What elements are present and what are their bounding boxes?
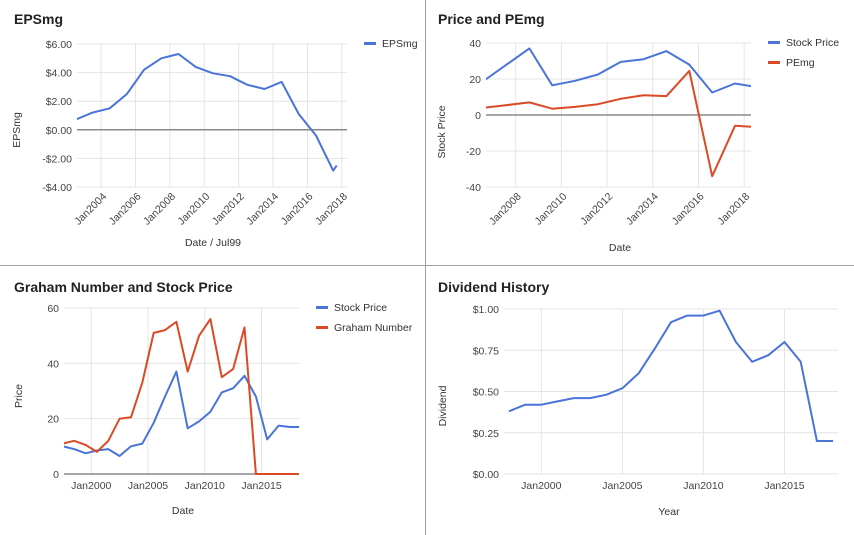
x-tick-label: Jan2010	[175, 191, 212, 228]
y-axis-label: EPSmg	[11, 112, 23, 148]
chart-title: Price and PEmg	[438, 11, 545, 27]
x-tick-label: Jan2018	[313, 191, 350, 228]
gridlines	[486, 42, 751, 188]
x-tick-label: Jan2000	[521, 480, 561, 492]
y-tick-label: -20	[466, 146, 481, 158]
dividend-chart: Dividend History Year Dividend Jan2000 Ja…	[437, 279, 838, 518]
series-line-epsmg	[77, 53, 338, 172]
x-axis-label: Year	[658, 506, 680, 518]
y-tick-label: $0.00	[473, 469, 499, 481]
y-tick-label: 40	[47, 358, 59, 370]
price-pemg-chart-panel: Price and PEmg Date Stock Price Jan2008 J…	[426, 0, 854, 266]
legend-swatch	[316, 326, 328, 329]
x-tick-label: Jan2006	[107, 191, 144, 228]
x-tick-label: Jan2015	[241, 480, 281, 492]
gridlines	[77, 43, 347, 188]
x-tick-label: Jan2000	[71, 480, 111, 492]
dividend-chart-panel: Dividend History Year Dividend Jan2000 Ja…	[426, 266, 854, 535]
y-tick-label: $0.25	[473, 428, 499, 440]
series-line-graham-number	[64, 318, 299, 475]
series-line-stock-price	[64, 370, 299, 457]
x-tick-label: Jan2015	[764, 480, 804, 492]
x-tick-label: Jan2005	[602, 480, 642, 492]
y-tick-label: -$4.00	[42, 182, 72, 194]
legend-label: Graham Number	[334, 322, 413, 334]
chart-title: EPSmg	[14, 11, 63, 27]
x-tick-label: Jan2016	[670, 191, 707, 228]
gridlines	[64, 307, 299, 475]
legend-swatch	[768, 61, 780, 64]
x-tick-label: Jan2010	[533, 191, 570, 228]
y-tick-label: -40	[466, 182, 481, 194]
x-tick-label: Jan2004	[72, 191, 109, 228]
y-tick-label: $6.00	[46, 39, 72, 51]
y-tick-label: 0	[53, 469, 59, 481]
graham-chart-panel: Graham Number and Stock Price Date Price…	[0, 266, 426, 535]
x-tick-label: Jan2012	[210, 191, 247, 228]
legend-swatch	[364, 42, 376, 45]
legend-swatch	[768, 41, 780, 44]
x-axis-label: Date / Jul99	[185, 237, 241, 249]
x-tick-label: Jan2018	[715, 191, 752, 228]
y-tick-label: 40	[469, 38, 481, 50]
y-tick-label: $4.00	[46, 68, 72, 80]
x-tick-label: Jan2014	[244, 191, 281, 228]
legend-label: Stock Price	[786, 37, 839, 49]
x-axis-label: Date	[609, 242, 631, 254]
x-tick-label: Jan2005	[128, 480, 168, 492]
legend-swatch	[316, 306, 328, 309]
legend-label: EPSmg	[382, 38, 418, 50]
x-tick-label: Jan2010	[185, 480, 225, 492]
y-tick-label: 60	[47, 303, 59, 315]
x-tick-label: Jan2008	[487, 191, 524, 228]
y-tick-label: 0	[475, 110, 481, 122]
x-tick-label: Jan2016	[279, 191, 316, 228]
y-tick-label: 20	[469, 74, 481, 86]
y-tick-label: $2.00	[46, 96, 72, 108]
eps-chart: EPSmg Date / Jul99 EPSmg Jan2004Jan2006J…	[11, 11, 418, 249]
y-tick-label: -$2.00	[42, 153, 72, 165]
price-pemg-chart: Price and PEmg Date Stock Price Jan2008 J…	[436, 11, 839, 254]
gridlines	[504, 308, 838, 475]
x-tick-label: Jan2008	[141, 191, 178, 228]
y-tick-label: $1.00	[473, 304, 499, 316]
x-tick-label: Jan2012	[578, 191, 615, 228]
series-line-pemg	[486, 69, 751, 178]
y-axis-label: Dividend	[437, 385, 449, 426]
series-line-dividend	[508, 309, 834, 442]
y-tick-label: 20	[47, 414, 59, 426]
y-axis-label: Stock Price	[436, 105, 448, 158]
eps-chart-panel: EPSmg Date / Jul99 EPSmg Jan2004 Jan2006 J…	[0, 0, 426, 266]
chart-title: Graham Number and Stock Price	[14, 279, 233, 295]
x-axis-label: Date	[172, 505, 194, 517]
legend-label: PEmg	[786, 57, 815, 69]
y-tick-label: $0.75	[473, 345, 499, 357]
y-tick-label: $0.00	[46, 125, 72, 137]
series-line-stock-price	[486, 47, 751, 94]
x-tick-label: Jan2010	[683, 480, 723, 492]
legend-label: Stock Price	[334, 302, 387, 314]
y-tick-label: $0.50	[473, 387, 499, 399]
x-tick-label: Jan2014	[624, 191, 661, 228]
y-axis-label: Price	[13, 384, 25, 408]
chart-title: Dividend History	[438, 279, 549, 295]
graham-chart: Graham Number and Stock Price Date Price…	[13, 279, 413, 517]
